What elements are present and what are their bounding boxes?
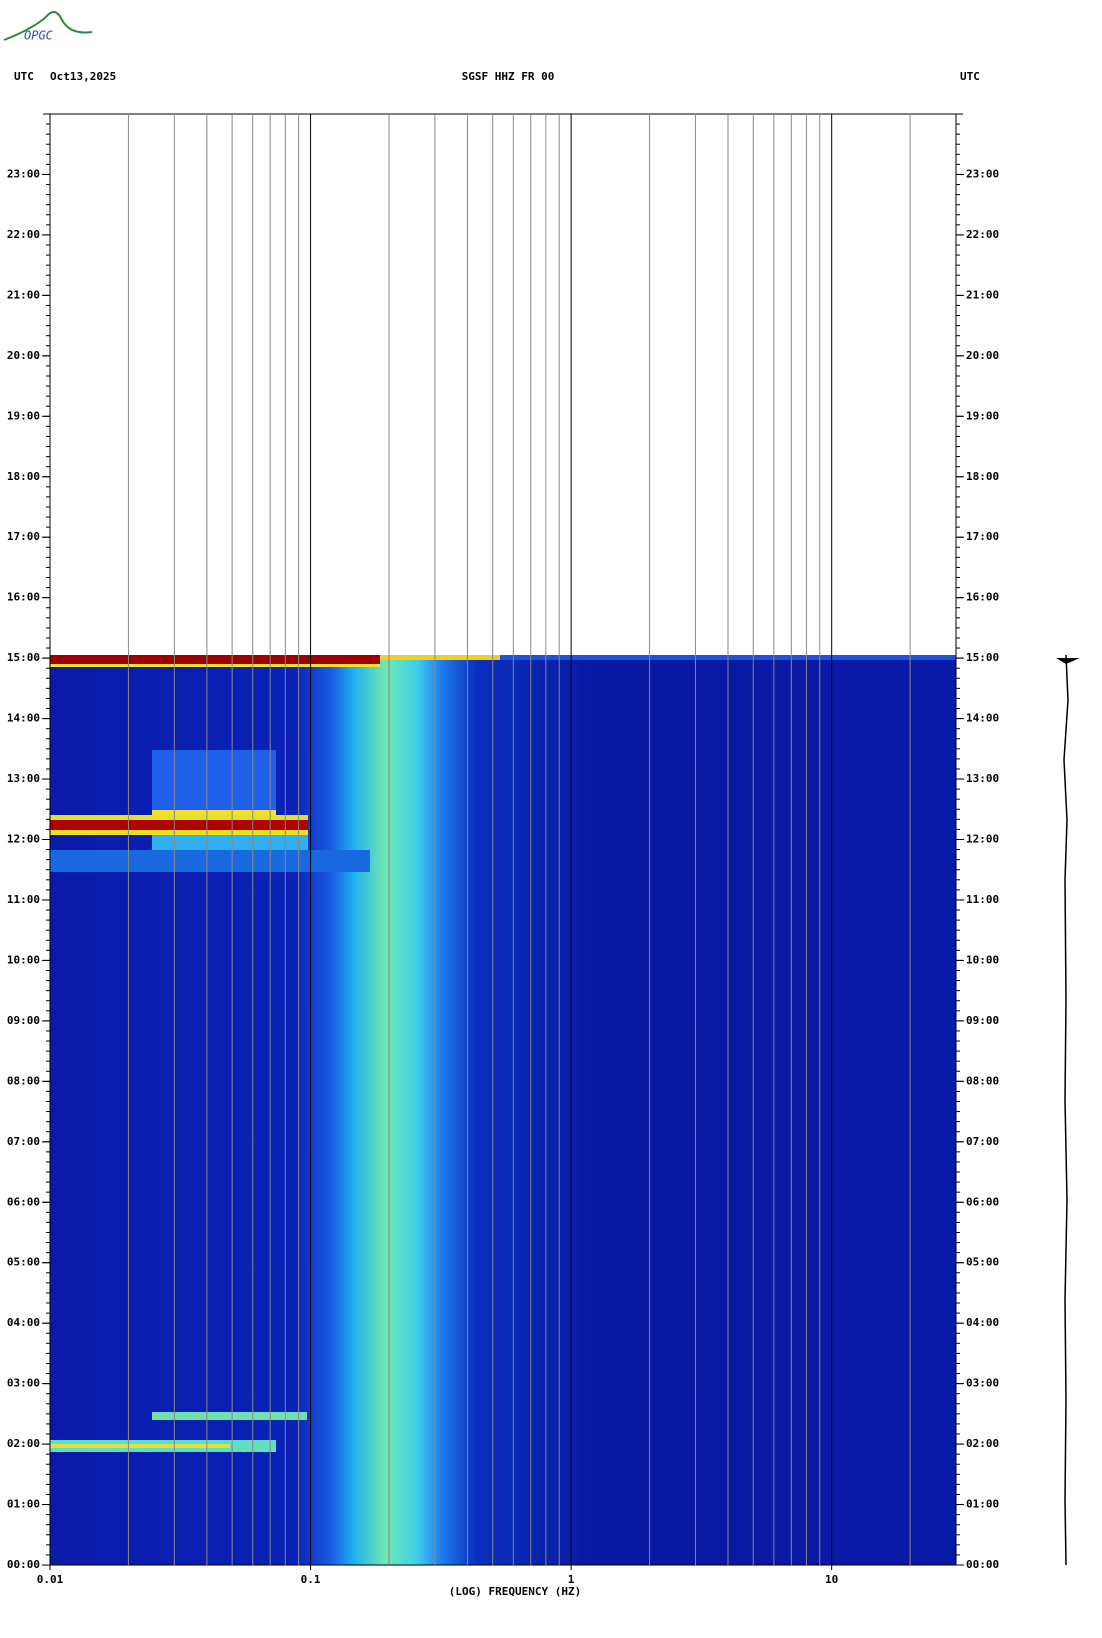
logo: OPGC [3,11,93,43]
y-tick-label: 04:00 [966,1316,999,1329]
logo-text: OPGC [24,29,54,43]
y-tick-label: 11:00 [966,893,999,906]
y-tick-label: 19:00 [966,409,999,422]
y-tick-label: 06:00 [966,1195,999,1208]
y-tick-label: 14:00 [7,712,40,725]
y-tick-label: 08:00 [966,1074,999,1087]
y-tick-label: 20:00 [966,349,999,362]
y-tick-label: 21:00 [7,288,40,301]
y-tick-label: 18:00 [966,470,999,483]
x-tick-label: 10 [825,1573,838,1586]
y-tick-label: 11:00 [7,893,40,906]
y-tick-label: 02:00 [966,1437,999,1450]
x-axis-label: (LOG) FREQUENCY (HZ) [449,1585,581,1598]
y-tick-label: 09:00 [7,1014,40,1027]
y-tick-label: 20:00 [7,349,40,362]
y-tick-label: 07:00 [7,1135,40,1148]
y-tick-label: 16:00 [7,591,40,604]
y-tick-label: 00:00 [966,1558,999,1571]
y-tick-label: 21:00 [966,288,999,301]
y-tick-label: 15:00 [966,651,999,664]
y-tick-label: 14:00 [966,712,999,725]
y-tick-label: 22:00 [7,228,40,241]
y-tick-label: 17:00 [966,530,999,543]
y-tick-label: 01:00 [966,1498,999,1511]
y-tick-label: 13:00 [7,772,40,785]
y-tick-label: 18:00 [7,470,40,483]
x-tick-label: 0.1 [301,1573,321,1586]
y-tick-label: 10:00 [7,953,40,966]
y-tick-label: 03:00 [7,1377,40,1390]
y-tick-label: 23:00 [966,167,999,180]
y-tick-label: 02:00 [7,1437,40,1450]
y-tick-label: 19:00 [7,409,40,422]
y-tick-label: 10:00 [966,953,999,966]
y-tick-label: 08:00 [7,1074,40,1087]
y-tick-label: 23:00 [7,167,40,180]
y-tick-label: 15:00 [7,651,40,664]
y-tick-label: 07:00 [966,1135,999,1148]
y-tick-label: 12:00 [7,833,40,846]
y-tick-label: 13:00 [966,772,999,785]
y-tick-label: 05:00 [966,1256,999,1269]
trace-marker [1056,658,1080,664]
y-tick-label: 09:00 [966,1014,999,1027]
spectrogram [50,655,956,1565]
y-tick-label: 06:00 [7,1195,40,1208]
x-tick-label: 0.01 [37,1573,64,1586]
y-tick-label: 05:00 [7,1256,40,1269]
chart-title: SGSF HHZ FR 00 [462,70,555,83]
right-utc: UTC [960,70,980,83]
x-tick-label: 1 [568,1573,575,1586]
y-tick-label: 00:00 [7,1558,40,1571]
y-tick-label: 01:00 [7,1498,40,1511]
y-tick-label: 12:00 [966,833,999,846]
y-tick-label: 17:00 [7,530,40,543]
y-tick-label: 22:00 [966,228,999,241]
seismogram-trace [1063,654,1069,1566]
y-tick-label: 16:00 [966,591,999,604]
left-utc: UTC [14,70,34,83]
y-tick-label: 04:00 [7,1316,40,1329]
date: Oct13,2025 [50,70,116,83]
y-tick-label: 03:00 [966,1377,999,1390]
